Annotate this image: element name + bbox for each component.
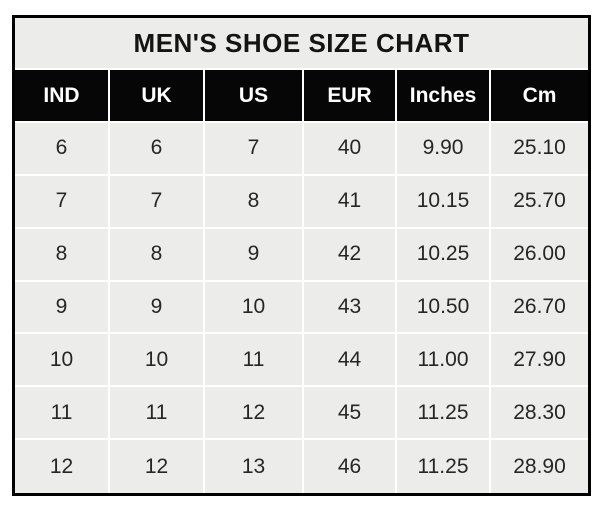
table-cell: 12 [15, 440, 110, 493]
column-header-uk: UK [110, 70, 205, 123]
table-cell: 10 [110, 334, 205, 388]
table-cell: 41 [304, 175, 397, 229]
size-chart-table: MEN'S SHOE SIZE CHART IND UK US EUR Inch… [12, 15, 591, 496]
table-cell: 11 [205, 334, 304, 388]
table-cell: 28.90 [491, 440, 588, 493]
table-cell: 44 [304, 334, 397, 388]
table-cell: 25.10 [491, 123, 588, 176]
table-cell: 13 [205, 440, 304, 493]
table-cell: 10 [15, 334, 110, 388]
table-cell: 11.25 [397, 440, 491, 493]
table-cell: 46 [304, 440, 397, 493]
table-cell: 28.30 [491, 387, 588, 441]
table-cell: 11 [110, 387, 205, 441]
table-cell: 40 [304, 123, 397, 176]
table-cell: 12 [205, 387, 304, 441]
table-cell: 11.25 [397, 387, 491, 441]
table-cell: 10.25 [397, 228, 491, 282]
column-header-eur: EUR [304, 70, 397, 123]
table-cell: 7 [205, 123, 304, 176]
table-cell: 8 [110, 228, 205, 282]
column-header-inches: Inches [397, 70, 491, 123]
column-header-us: US [205, 70, 304, 123]
table-cell: 45 [304, 387, 397, 441]
table-cell: 6 [110, 123, 205, 176]
table-cell: 8 [205, 175, 304, 229]
table-cell: 12 [110, 440, 205, 493]
table-cell: 26.00 [491, 228, 588, 282]
table-cell: 26.70 [491, 281, 588, 335]
table-cell: 25.70 [491, 175, 588, 229]
table-cell: 9.90 [397, 123, 491, 176]
table-cell: 6 [15, 123, 110, 176]
table-cell: 10.15 [397, 175, 491, 229]
table-cell: 11 [15, 387, 110, 441]
table-cell: 11.00 [397, 334, 491, 388]
table-cell: 9 [205, 228, 304, 282]
table-cell: 7 [110, 175, 205, 229]
table-cell: 7 [15, 175, 110, 229]
table-cell: 42 [304, 228, 397, 282]
column-header-cm: Cm [491, 70, 588, 123]
column-header-ind: IND [15, 70, 110, 123]
table-cell: 9 [15, 281, 110, 335]
table-cell: 43 [304, 281, 397, 335]
table-cell: 10 [205, 281, 304, 335]
table-cell: 9 [110, 281, 205, 335]
table-cell: 8 [15, 228, 110, 282]
chart-title: MEN'S SHOE SIZE CHART [15, 18, 588, 70]
table-cell: 27.90 [491, 334, 588, 388]
table-cell: 10.50 [397, 281, 491, 335]
